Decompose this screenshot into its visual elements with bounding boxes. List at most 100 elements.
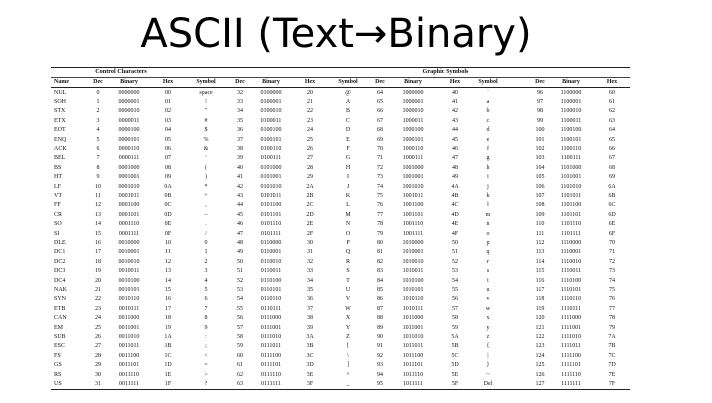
graphic-cell-hex: 74 — [609, 277, 615, 284]
graphic-cell-name: 7 — [204, 305, 208, 312]
control-cell-dec: 21 — [95, 286, 101, 293]
graphic-cell-hex: 5F — [451, 380, 459, 387]
control-cell-hex: 0E — [164, 221, 172, 228]
control-cell-name: ETX — [54, 117, 66, 124]
graphic-cell-name: 5 — [204, 286, 208, 293]
control-cell-name: DC3 — [54, 268, 66, 275]
graphic-cell-name: 6 — [204, 296, 208, 303]
control-cell-hex: 1D — [164, 362, 172, 369]
control-cell-binary: 0011111 — [118, 380, 140, 387]
graphic-cell-dec: 42 — [237, 183, 243, 190]
control-cell-hex: 03 — [165, 117, 171, 124]
graphic-cell-hex: 6F — [608, 230, 616, 237]
graphic-cell-binary: 0100100 — [260, 127, 282, 134]
graphic-cell-name: ' — [205, 155, 207, 162]
graphic-cell-name: k — [486, 192, 490, 199]
control-cell-hex: 17 — [165, 305, 171, 312]
control-cell-dec: 11 — [95, 192, 101, 199]
graphic-cell-binary: 1011010 — [402, 333, 424, 340]
control-cell-dec: 20 — [95, 277, 101, 284]
graphic-cell-hex: 59 — [452, 324, 458, 331]
graphic-cell-dec: 107 — [535, 192, 545, 199]
graphic-cell-name: V — [345, 296, 351, 303]
graphic-cell-hex: 60 — [609, 89, 615, 96]
graphic-cell-hex: 2A — [306, 183, 314, 190]
control-cell-dec: 12 — [95, 202, 101, 209]
graphic-cell-name: 1 — [204, 249, 208, 256]
control-cell-hex: 10 — [165, 239, 171, 246]
graphic-cell-hex: 52 — [452, 258, 458, 265]
graphic-cell-name: 0 — [204, 239, 208, 246]
graphic-cell-hex: 57 — [452, 305, 458, 312]
graphic-cell-hex: 56 — [452, 296, 458, 303]
table-top-rule — [51, 67, 630, 68]
control-cell-dec: 9 — [96, 174, 100, 181]
graphic-cell-binary: 1100111 — [560, 155, 582, 162]
graphic-cell-dec: 66 — [377, 108, 383, 115]
control-cell-name: CAN — [54, 315, 67, 322]
control-cell-hex: 18 — [165, 315, 171, 322]
graphic-cell-hex: 54 — [452, 277, 458, 284]
graphic-cell-dec: 59 — [237, 343, 243, 350]
control-cell-name: SI — [54, 230, 60, 237]
graphic-cell-name: I — [347, 174, 349, 181]
graphic-cell-dec: 102 — [535, 145, 545, 152]
graphic-cell-hex: 28 — [307, 164, 313, 171]
graphic-cell-dec: 82 — [377, 258, 383, 265]
graphic-cell-binary: 0110101 — [260, 286, 282, 293]
column-header-symbol: Symbol — [478, 79, 498, 85]
graphic-cell-dec: 111 — [535, 230, 545, 237]
graphic-cell-dec: 67 — [377, 117, 383, 124]
graphic-cell-binary: 1100011 — [560, 117, 582, 124]
graphic-cell-hex: 65 — [609, 136, 615, 143]
control-cell-dec: 24 — [95, 315, 101, 322]
graphic-cell-hex: 61 — [609, 98, 615, 105]
graphic-cell-dec: 62 — [237, 371, 243, 378]
graphic-cell-hex: 5B — [451, 343, 459, 350]
graphic-cell-hex: 7F — [608, 380, 616, 387]
graphic-cell-dec: 37 — [237, 136, 243, 143]
column-header-symbol: Symbol — [338, 79, 358, 85]
control-cell-dec: 3 — [96, 117, 100, 124]
column-header-binary: Binary — [404, 79, 422, 85]
control-cell-dec: 8 — [96, 164, 100, 171]
graphic-cell-dec: 57 — [237, 324, 243, 331]
control-cell-binary: 0010100 — [118, 277, 140, 284]
graphic-cell-name: ( — [205, 164, 207, 171]
graphic-cell-dec: 92 — [377, 352, 383, 359]
graphic-cell-binary: 0100010 — [260, 108, 282, 115]
graphic-cell-dec: 103 — [535, 155, 545, 162]
column-header-hex: Hex — [449, 79, 461, 85]
graphic-cell-hex: 25 — [307, 136, 313, 143]
graphic-cell-name: L — [346, 202, 350, 209]
graphic-cell-dec: 113 — [535, 249, 545, 256]
column-header-rule — [51, 87, 630, 88]
graphic-cell-hex: 3B — [306, 343, 314, 350]
graphic-cell-binary: 1000000 — [402, 89, 424, 96]
graphic-cell-hex: 71 — [609, 249, 615, 256]
control-cell-hex: 1F — [164, 380, 172, 387]
control-cell-hex: 0F — [164, 230, 172, 237]
graphic-cell-dec: 106 — [535, 183, 545, 190]
control-cell-name: CR — [54, 211, 63, 218]
graphic-cell-dec: 89 — [377, 324, 383, 331]
graphic-cell-binary: 1010100 — [402, 277, 424, 284]
graphic-cell-hex: 68 — [609, 164, 615, 171]
graphic-cell-binary: 1100000 — [560, 89, 582, 96]
graphic-cell-binary: 0111011 — [260, 343, 282, 350]
control-cell-dec: 7 — [96, 155, 100, 162]
control-cell-name: FF — [54, 202, 61, 209]
control-cell-name: DC4 — [54, 277, 66, 284]
graphic-cell-name: R — [345, 258, 350, 265]
control-cell-binary: 0001100 — [118, 202, 140, 209]
graphic-cell-dec: 118 — [535, 296, 545, 303]
graphic-cell-name: s — [486, 268, 490, 275]
graphic-cell-binary: 0111001 — [260, 324, 282, 331]
graphic-cell-name: – — [204, 211, 208, 218]
graphic-cell-name: o — [486, 230, 490, 237]
graphic-cell-binary: 1111100 — [560, 352, 582, 359]
control-cell-name: EOT — [54, 127, 66, 134]
graphic-cell-hex: 38 — [307, 315, 313, 322]
graphic-cell-hex: 4A — [451, 183, 459, 190]
control-cell-hex: 08 — [165, 164, 171, 171]
